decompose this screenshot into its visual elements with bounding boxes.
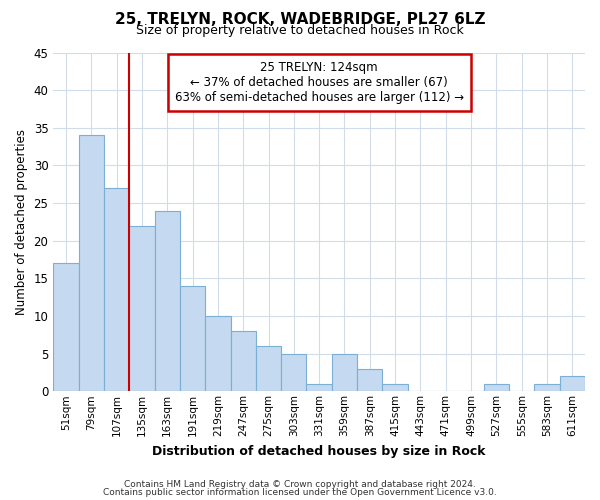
Bar <box>129 226 155 392</box>
Bar <box>535 384 560 392</box>
Bar <box>79 136 104 392</box>
Bar <box>307 384 332 392</box>
Bar <box>230 331 256 392</box>
Text: 25 TRELYN: 124sqm
← 37% of detached houses are smaller (67)
63% of semi-detached: 25 TRELYN: 124sqm ← 37% of detached hous… <box>175 61 464 104</box>
Bar <box>560 376 585 392</box>
Y-axis label: Number of detached properties: Number of detached properties <box>15 129 28 315</box>
Bar <box>104 188 129 392</box>
Text: 25, TRELYN, ROCK, WADEBRIDGE, PL27 6LZ: 25, TRELYN, ROCK, WADEBRIDGE, PL27 6LZ <box>115 12 485 28</box>
Bar <box>205 316 230 392</box>
Bar <box>53 264 79 392</box>
Text: Contains HM Land Registry data © Crown copyright and database right 2024.: Contains HM Land Registry data © Crown c… <box>124 480 476 489</box>
Bar <box>382 384 408 392</box>
Bar <box>155 210 180 392</box>
Text: Contains public sector information licensed under the Open Government Licence v3: Contains public sector information licen… <box>103 488 497 497</box>
Bar <box>281 354 307 392</box>
Bar <box>256 346 281 392</box>
Bar <box>357 368 382 392</box>
X-axis label: Distribution of detached houses by size in Rock: Distribution of detached houses by size … <box>152 444 486 458</box>
Text: Size of property relative to detached houses in Rock: Size of property relative to detached ho… <box>136 24 464 37</box>
Bar <box>484 384 509 392</box>
Bar <box>180 286 205 392</box>
Bar <box>332 354 357 392</box>
